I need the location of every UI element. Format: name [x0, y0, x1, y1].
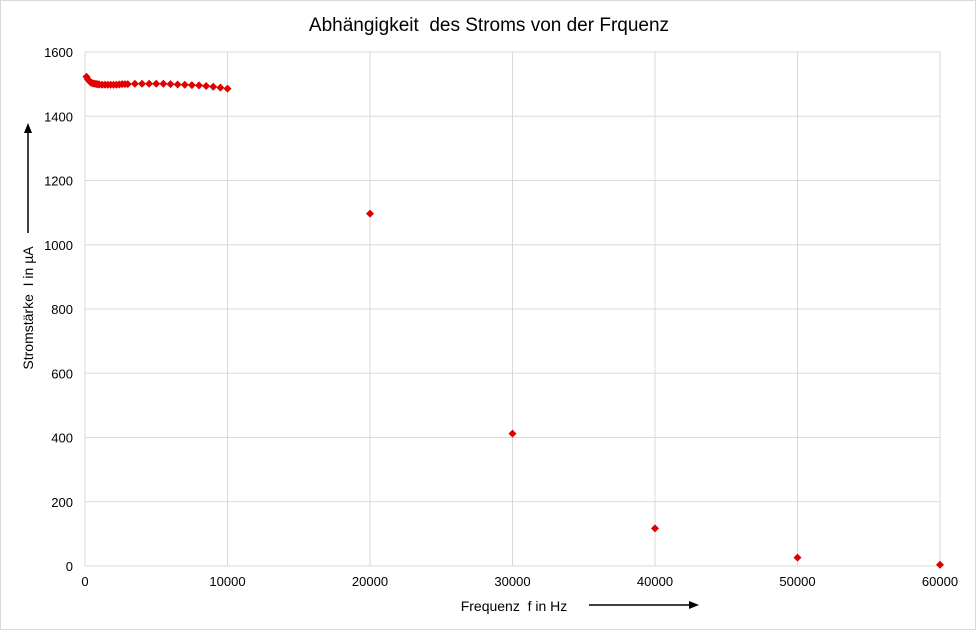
data-point [651, 524, 659, 533]
x-tick-label: 0 [81, 574, 88, 589]
data-point [138, 79, 146, 88]
data-point [936, 560, 944, 569]
y-tick-label: 200 [51, 495, 73, 510]
data-point [166, 80, 175, 89]
data-point [180, 80, 189, 89]
x-tick-labels: 0 10000 20000 30000 40000 50000 60000 [81, 574, 958, 589]
data-point [793, 553, 802, 562]
data-point [187, 81, 196, 90]
x-tick-label: 20000 [352, 574, 388, 589]
data-point [209, 82, 218, 91]
data-point [130, 79, 139, 88]
chart-title: Abhängigkeit des Stroms von der Frquenz [309, 15, 669, 36]
y-tick-label: 400 [51, 431, 73, 446]
y-tick-label: 1200 [44, 174, 73, 189]
data-points [82, 72, 944, 569]
data-point [223, 84, 232, 93]
x-axis-label: Frequenz f in Hz [461, 598, 568, 614]
x-axis-arrow [589, 601, 699, 609]
data-point [123, 80, 132, 89]
x-tick-label: 30000 [494, 574, 530, 589]
x-tick-label: 60000 [922, 574, 958, 589]
data-point [173, 80, 182, 89]
y-tick-labels: 0 200 400 600 800 1000 1200 1400 1600 [44, 45, 73, 574]
horizontal-gridlines [85, 51, 940, 567]
data-point [152, 79, 161, 88]
x-tick-label: 40000 [637, 574, 673, 589]
data-point [159, 79, 168, 88]
data-point [216, 83, 225, 92]
y-tick-label: 1000 [44, 238, 73, 253]
data-point [145, 79, 154, 88]
x-tick-label: 10000 [209, 574, 245, 589]
data-point [508, 429, 517, 438]
data-point [195, 81, 203, 90]
y-tick-label: 1600 [44, 45, 73, 60]
y-axis-label: Stromstärke I in µA [20, 246, 36, 370]
y-tick-label: 800 [51, 302, 73, 317]
x-tick-label: 50000 [779, 574, 815, 589]
y-tick-label: 0 [66, 559, 73, 574]
y-tick-label: 600 [51, 366, 73, 381]
data-point [366, 209, 374, 218]
y-tick-label: 1400 [44, 109, 73, 124]
data-point [202, 82, 211, 91]
y-axis-arrow [24, 123, 32, 233]
